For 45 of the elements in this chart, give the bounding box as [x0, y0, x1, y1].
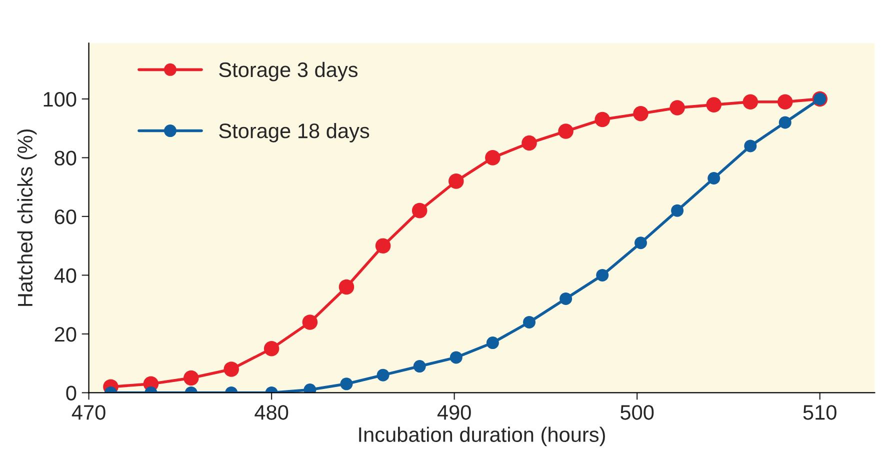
point — [633, 106, 648, 122]
x-tick-label: 490 — [437, 405, 471, 420]
point — [742, 94, 758, 110]
point — [413, 360, 426, 373]
x-tick-label: 480 — [254, 405, 288, 420]
point — [376, 368, 390, 382]
point — [708, 172, 720, 185]
point — [486, 336, 499, 350]
point — [558, 124, 574, 139]
y-tick-label: 80 — [54, 150, 76, 166]
point — [634, 236, 647, 250]
point — [412, 202, 428, 218]
y-tick-label: 40 — [54, 268, 76, 283]
point — [485, 150, 500, 166]
point — [450, 351, 462, 364]
point — [706, 97, 722, 112]
point — [522, 135, 537, 151]
point — [184, 370, 199, 386]
point — [448, 174, 464, 189]
point — [778, 116, 792, 129]
x-tick-label: 510 — [803, 405, 836, 420]
point — [340, 378, 353, 390]
x-axis-title: Incubation duration (hours) — [359, 426, 605, 446]
point — [560, 292, 572, 305]
legend-label: Storage 3 days — [219, 62, 358, 82]
point — [744, 140, 757, 152]
point — [777, 94, 793, 110]
point — [302, 314, 318, 330]
y-tick-label: 20 — [54, 326, 76, 342]
point — [596, 268, 609, 282]
y-tick-label: 100 — [44, 92, 76, 107]
point — [671, 204, 684, 217]
y-tick-label: 60 — [54, 209, 76, 224]
y-tick-label: 0 — [66, 386, 76, 400]
point — [264, 341, 280, 356]
point — [338, 279, 354, 295]
y-axis-title: Hatched chicks (%) — [17, 129, 37, 306]
point — [523, 316, 536, 328]
x-tick-label: 470 — [72, 405, 106, 420]
legend-label: Storage 18 days — [219, 122, 370, 142]
point — [594, 112, 610, 128]
point — [670, 100, 685, 116]
point — [224, 362, 239, 377]
x-tick-label: 500 — [620, 405, 654, 420]
point — [375, 238, 391, 254]
